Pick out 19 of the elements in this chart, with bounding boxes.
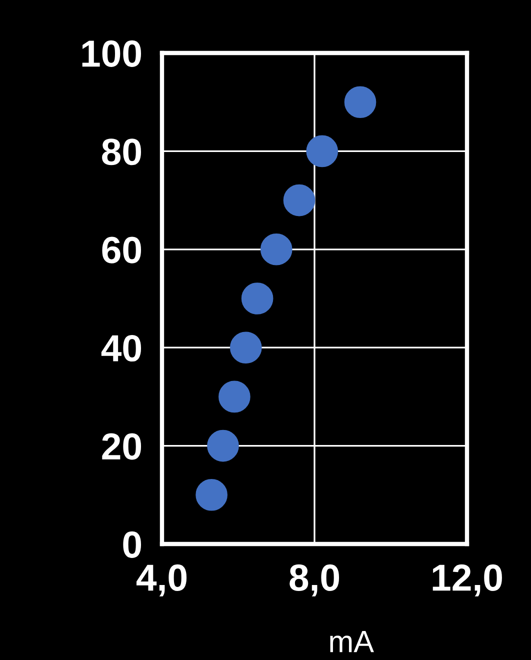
x-tick-label: 12,0 bbox=[432, 564, 502, 596]
y-tick-label: 20 bbox=[102, 433, 142, 460]
y-tick-label: 0 bbox=[123, 531, 142, 558]
point bbox=[207, 430, 239, 462]
x-tick-label: 4,0 bbox=[136, 564, 187, 596]
point bbox=[230, 332, 262, 364]
y-tick-label: 40 bbox=[101, 335, 142, 362]
point bbox=[196, 478, 228, 511]
point bbox=[218, 380, 250, 413]
y-tick-label: 60 bbox=[102, 236, 142, 264]
y-tick-label: 80 bbox=[102, 138, 142, 166]
x-tick-label: 8,0 bbox=[290, 564, 340, 596]
x-axis-title: mA bbox=[330, 631, 374, 652]
y-tick-label: 100 bbox=[82, 40, 142, 67]
point bbox=[260, 233, 292, 266]
point bbox=[283, 184, 316, 216]
point bbox=[241, 282, 274, 314]
point bbox=[344, 86, 376, 118]
point bbox=[306, 135, 338, 168]
